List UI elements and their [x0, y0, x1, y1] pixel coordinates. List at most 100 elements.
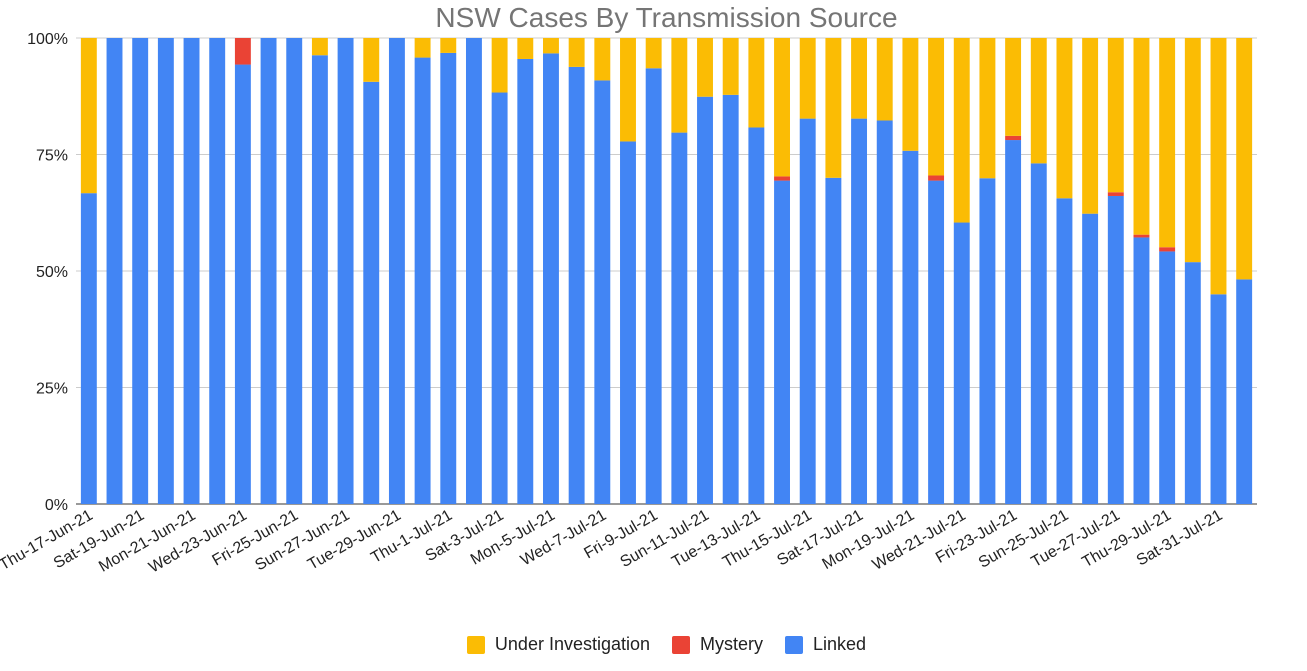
bar-under-investigation	[799, 38, 816, 119]
bar-linked	[517, 58, 534, 504]
bar-mystery	[1133, 234, 1150, 238]
chart-legend: Under Investigation Mystery Linked	[0, 634, 1307, 655]
legend-item: Mystery	[672, 634, 763, 655]
bar-under-investigation	[1082, 38, 1099, 214]
bar-linked	[620, 141, 636, 504]
y-tick-label: 100%	[27, 31, 68, 48]
bar-linked	[1056, 198, 1073, 504]
bar-under-investigation	[851, 38, 868, 119]
bar-under-investigation	[748, 38, 765, 128]
bar-under-investigation	[80, 38, 97, 194]
bar-linked	[234, 64, 251, 504]
bar-under-investigation	[594, 38, 611, 81]
bar-under-investigation	[1236, 38, 1253, 280]
bar-linked	[876, 120, 893, 505]
legend-label: Mystery	[700, 634, 764, 654]
legend-item: Under Investigation	[466, 634, 651, 655]
bar-linked	[671, 132, 688, 504]
bar-linked	[414, 57, 431, 505]
bar-linked	[1107, 195, 1124, 504]
bar-under-investigation	[491, 38, 508, 93]
bar-linked	[979, 178, 996, 505]
bar-linked	[902, 150, 919, 504]
bar-linked	[491, 92, 508, 504]
bar-linked	[286, 38, 303, 504]
y-tick-label: 25%	[36, 381, 68, 398]
bar-under-investigation	[1005, 38, 1022, 136]
bar-linked	[851, 118, 868, 505]
bar-under-investigation	[979, 38, 996, 179]
legend-swatch	[466, 635, 485, 654]
bar-linked	[953, 222, 970, 504]
bar-mystery	[234, 38, 251, 65]
bar-linked	[645, 68, 662, 504]
bar-linked	[80, 193, 97, 505]
bar-linked	[337, 38, 354, 504]
bar-mystery	[1005, 135, 1022, 141]
bar-linked	[132, 38, 149, 504]
bar-linked	[568, 66, 585, 504]
bar-under-investigation	[1184, 38, 1201, 263]
bar-under-investigation	[517, 38, 534, 59]
legend-swatch	[785, 635, 804, 654]
bar-under-investigation	[645, 38, 662, 69]
y-tick-label: 75%	[36, 148, 68, 165]
bar-under-investigation	[1159, 38, 1176, 248]
bar-under-investigation	[774, 38, 790, 177]
bar-under-investigation	[1107, 38, 1124, 193]
bar-linked	[260, 38, 277, 504]
bar-linked	[388, 38, 405, 504]
bar-linked	[825, 177, 842, 505]
bar-linked	[1005, 140, 1022, 504]
bar-linked	[774, 180, 790, 504]
bar-linked	[1159, 251, 1176, 504]
bar-linked	[1030, 163, 1047, 504]
y-tick-label: 0%	[45, 497, 68, 514]
bar-linked	[440, 52, 457, 505]
bar-linked	[209, 38, 226, 504]
bar-linked	[311, 55, 328, 504]
bar-linked	[1133, 237, 1150, 504]
bar-under-investigation	[620, 38, 636, 142]
bar-linked	[106, 38, 123, 504]
legend-label: Under Investigation	[494, 634, 651, 654]
bar-linked	[1236, 279, 1253, 504]
bar-under-investigation	[414, 38, 431, 58]
legend-label: Linked	[813, 634, 867, 654]
bar-under-investigation	[1210, 38, 1227, 295]
bar-under-investigation	[1133, 38, 1150, 235]
bar-linked	[1210, 294, 1227, 504]
bar-linked	[594, 80, 611, 504]
bar-mystery	[1159, 247, 1176, 252]
bar-under-investigation	[1056, 38, 1073, 199]
chart-plot: 0%25%50%75%100%Thu-17-Jun-21Sat-19-Jun-2…	[0, 31, 1257, 576]
bar-mystery	[928, 175, 945, 181]
bar-under-investigation	[440, 38, 457, 53]
bar-under-investigation	[543, 38, 559, 54]
bar-linked	[363, 81, 380, 504]
bar-linked	[799, 118, 816, 505]
bar-under-investigation	[953, 38, 970, 223]
bar-under-investigation	[876, 38, 893, 121]
bar-under-investigation	[722, 38, 739, 95]
bar-linked	[183, 38, 200, 504]
bar-linked	[697, 96, 713, 504]
bar-linked	[928, 180, 945, 504]
bar-under-investigation	[902, 38, 919, 151]
bar-under-investigation	[928, 38, 945, 176]
bar-under-investigation	[311, 38, 328, 56]
bar-linked	[722, 94, 739, 505]
legend-item: Linked	[785, 634, 866, 655]
bar-under-investigation	[1030, 38, 1047, 164]
bar-linked	[1184, 262, 1201, 504]
bar-under-investigation	[671, 38, 688, 133]
legend-swatch	[672, 635, 691, 654]
chart-title: NSW Cases By Transmission Source	[435, 2, 898, 33]
bar-linked	[1082, 213, 1099, 504]
bar-under-investigation	[825, 38, 842, 178]
bar-under-investigation	[568, 38, 585, 67]
bar-under-investigation	[697, 38, 713, 97]
bar-linked	[465, 38, 482, 504]
bar-mystery	[774, 176, 790, 181]
